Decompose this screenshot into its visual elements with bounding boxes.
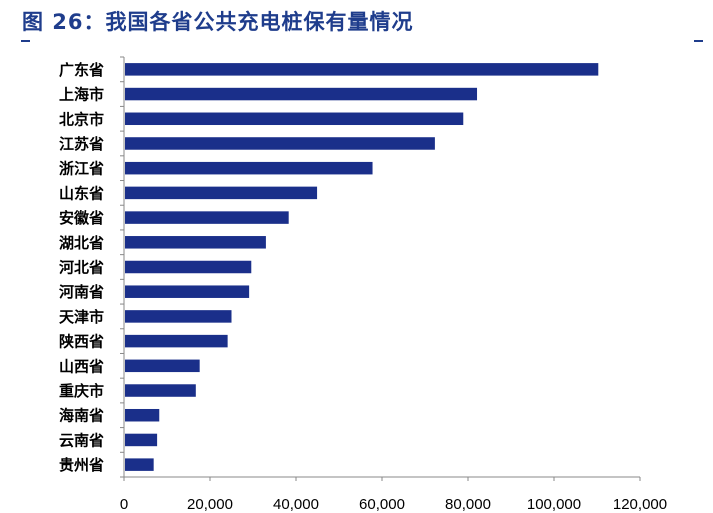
- x-tick-label: 100,000: [527, 496, 581, 513]
- category-label: 江苏省: [59, 135, 104, 153]
- category-label: 云南省: [59, 431, 104, 449]
- category-label: 山西省: [59, 357, 104, 375]
- category-label: 北京市: [59, 110, 104, 128]
- category-label: 湖北省: [59, 234, 104, 252]
- bar: [125, 458, 154, 471]
- category-label: 海南省: [59, 407, 104, 425]
- bar: [125, 161, 373, 175]
- bar: [125, 310, 232, 323]
- category-label: 河北省: [59, 259, 104, 277]
- bar: [125, 137, 435, 150]
- bar: [125, 87, 478, 101]
- x-tick-label: 40,000: [273, 496, 319, 513]
- category-label: 上海市: [59, 86, 104, 104]
- category-label: 陕西省: [59, 333, 104, 351]
- x-tick-label: 120,000: [613, 496, 667, 513]
- bar: [125, 285, 250, 298]
- category-label: 贵州省: [59, 456, 104, 474]
- bar: [125, 260, 252, 274]
- title-corner-mark-left: [21, 40, 30, 42]
- category-label: 重庆市: [59, 382, 104, 400]
- x-tick-label: 20,000: [187, 496, 233, 513]
- figure-title: 图 26：我国各省公共充电桩保有量情况: [22, 10, 414, 34]
- bar: [125, 211, 289, 224]
- category-label: 天津市: [59, 308, 104, 326]
- category-label: 河南省: [59, 283, 104, 301]
- bar: [125, 63, 599, 76]
- x-tick-label: 0: [120, 496, 128, 513]
- bar: [125, 236, 266, 249]
- bar: [125, 408, 160, 422]
- bar: [125, 384, 196, 397]
- bar: [125, 359, 200, 373]
- category-label: 安徽省: [59, 209, 104, 227]
- bar: [125, 334, 228, 348]
- title-corner-mark-right: [694, 40, 703, 42]
- bar: [125, 433, 158, 447]
- bar: [125, 186, 318, 200]
- category-label: 山东省: [59, 184, 104, 202]
- bar: [125, 112, 464, 126]
- x-tick-label: 80,000: [445, 496, 491, 513]
- x-tick-label: 60,000: [359, 496, 405, 513]
- category-label: 浙江省: [59, 160, 104, 178]
- category-label: 广东省: [59, 61, 104, 79]
